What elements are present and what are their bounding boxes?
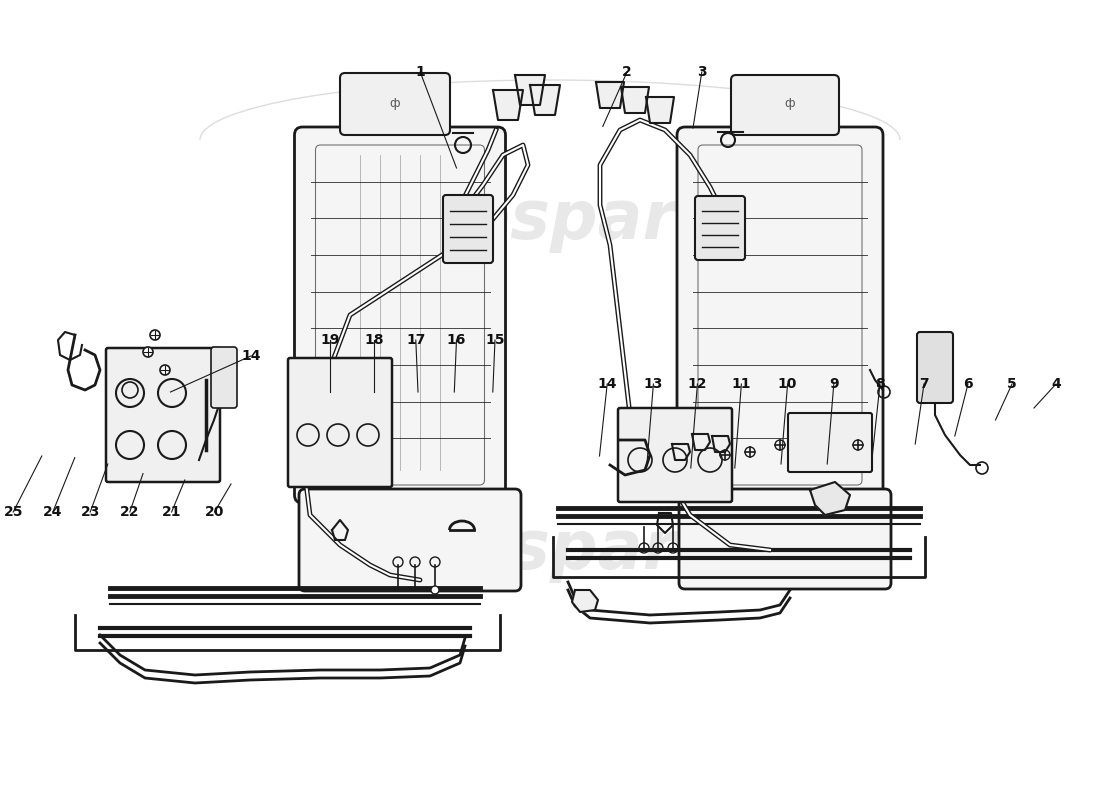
FancyBboxPatch shape xyxy=(106,348,220,482)
FancyBboxPatch shape xyxy=(340,73,450,135)
Text: 20: 20 xyxy=(205,505,224,519)
Text: 22: 22 xyxy=(120,505,140,519)
Polygon shape xyxy=(515,75,544,105)
Polygon shape xyxy=(646,97,674,123)
Circle shape xyxy=(143,347,153,357)
FancyBboxPatch shape xyxy=(295,127,506,503)
Text: 17: 17 xyxy=(406,333,426,347)
Text: 15: 15 xyxy=(485,333,505,347)
Polygon shape xyxy=(530,85,560,115)
Text: 8: 8 xyxy=(876,377,884,391)
FancyBboxPatch shape xyxy=(732,75,839,135)
FancyBboxPatch shape xyxy=(211,347,236,408)
Text: eurospares: eurospares xyxy=(339,187,761,253)
Polygon shape xyxy=(810,482,850,515)
Text: 5: 5 xyxy=(1008,377,1016,391)
Text: 13: 13 xyxy=(644,377,663,391)
Text: eurospares: eurospares xyxy=(339,517,761,583)
Text: 14: 14 xyxy=(241,349,261,363)
Text: 23: 23 xyxy=(80,505,100,519)
Text: 6: 6 xyxy=(964,377,972,391)
Text: 19: 19 xyxy=(320,333,340,347)
FancyBboxPatch shape xyxy=(443,195,493,263)
Text: ф: ф xyxy=(784,97,795,110)
Polygon shape xyxy=(596,82,624,108)
Text: 3: 3 xyxy=(697,65,706,79)
FancyBboxPatch shape xyxy=(618,408,732,502)
Text: 14: 14 xyxy=(597,377,617,391)
FancyBboxPatch shape xyxy=(695,196,745,260)
FancyBboxPatch shape xyxy=(788,413,872,472)
Text: 9: 9 xyxy=(829,377,838,391)
FancyBboxPatch shape xyxy=(299,489,521,591)
Circle shape xyxy=(160,365,170,375)
Text: 18: 18 xyxy=(364,333,384,347)
Text: 21: 21 xyxy=(162,505,182,519)
FancyBboxPatch shape xyxy=(676,127,883,503)
Polygon shape xyxy=(493,90,522,120)
Text: ф: ф xyxy=(389,97,400,110)
Text: 12: 12 xyxy=(688,377,707,391)
Text: 24: 24 xyxy=(43,505,63,519)
Text: 1: 1 xyxy=(416,65,425,79)
Text: 4: 4 xyxy=(1052,377,1060,391)
FancyBboxPatch shape xyxy=(679,489,891,589)
Text: 7: 7 xyxy=(920,377,928,391)
Text: 11: 11 xyxy=(732,377,751,391)
Text: 25: 25 xyxy=(3,505,23,519)
Circle shape xyxy=(150,330,160,340)
FancyBboxPatch shape xyxy=(917,332,953,403)
Text: 16: 16 xyxy=(447,333,466,347)
Polygon shape xyxy=(572,590,598,612)
Polygon shape xyxy=(621,87,649,113)
FancyBboxPatch shape xyxy=(288,358,392,487)
Circle shape xyxy=(431,586,439,594)
Text: 10: 10 xyxy=(778,377,798,391)
Text: 2: 2 xyxy=(623,65,631,79)
